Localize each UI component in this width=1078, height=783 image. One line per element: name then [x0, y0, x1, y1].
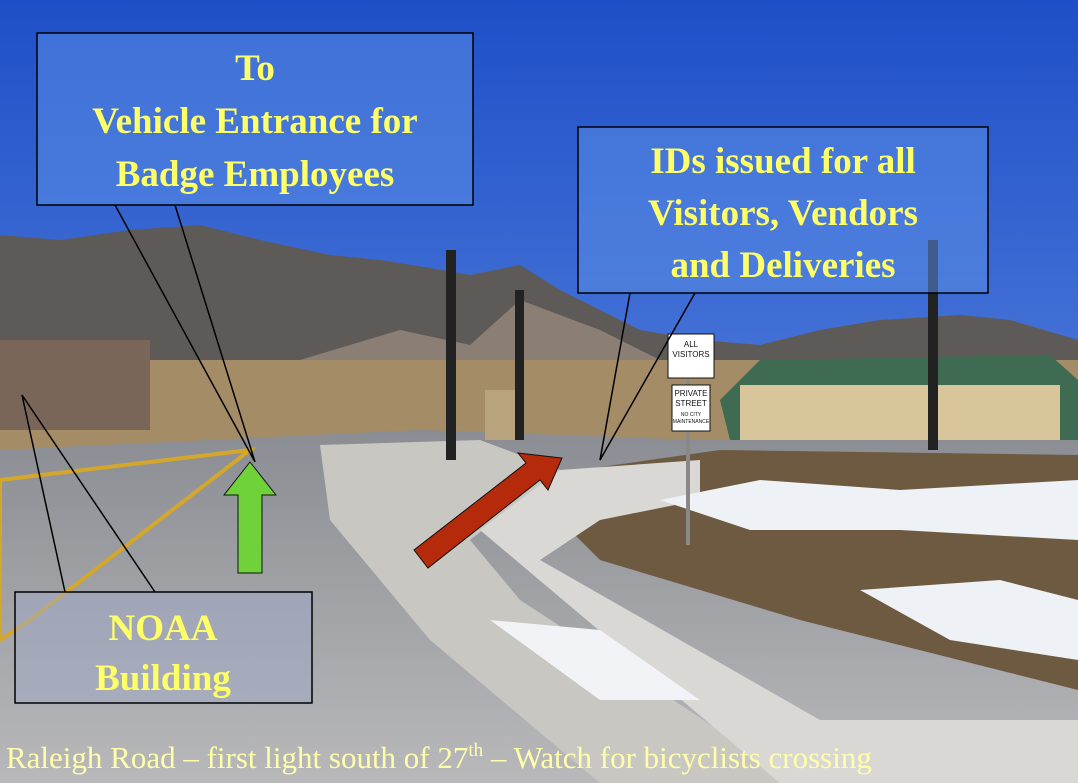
- sign-text: STREET: [675, 399, 707, 408]
- caption-sup: th: [468, 740, 483, 761]
- caption: Raleigh Road – first light south of 27th…: [6, 740, 872, 775]
- callout-text: and Deliveries: [670, 245, 895, 286]
- callout-text: Badge Employees: [116, 154, 395, 195]
- sign-text: NO CITY: [681, 412, 702, 418]
- lamp-post: [446, 250, 456, 460]
- caption-part: – Watch for bicyclists crossing: [483, 740, 872, 775]
- sign-text: PRIVATE: [674, 389, 707, 398]
- sign-text: MAINTENANCE: [673, 419, 710, 425]
- sign-text: ALL: [684, 340, 699, 349]
- sign-text: VISITORS: [672, 350, 709, 359]
- callout-text: Building: [95, 658, 231, 699]
- callout-text: Visitors, Vendors: [648, 193, 918, 234]
- scene: ALL VISITORS PRIVATE STREET NO CITY MAIN…: [0, 0, 1078, 783]
- caption-part: Raleigh Road – first light south of 27: [6, 740, 468, 775]
- callout-text: NOAA: [109, 608, 218, 649]
- guard-booth: [485, 390, 515, 440]
- noaa-building: [0, 340, 150, 430]
- callout-text: Vehicle Entrance for: [92, 101, 417, 142]
- gatehouse: [740, 385, 1060, 440]
- lamp-post: [515, 290, 524, 440]
- callout-text: IDs issued for all: [650, 141, 916, 182]
- callout-text: To: [235, 48, 275, 89]
